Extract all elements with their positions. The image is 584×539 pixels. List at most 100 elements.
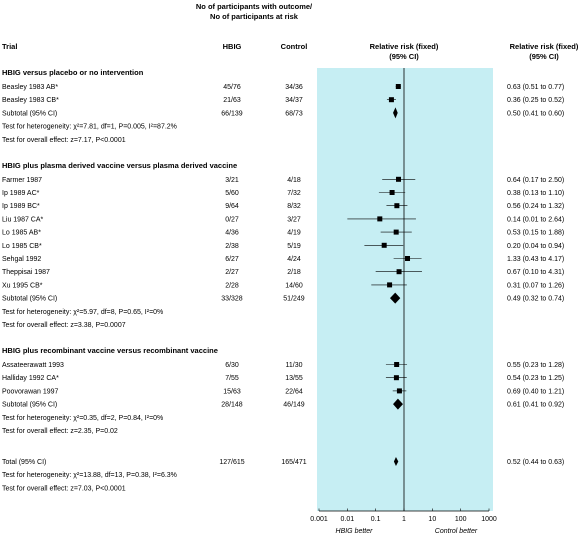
hbig-events: 0/27 — [225, 216, 239, 223]
point-estimate-square — [396, 176, 402, 182]
control-events: 7/32 — [287, 190, 301, 197]
relative-risk-value: 0.64 (0.17 to 2.50) — [507, 177, 564, 184]
header-hbig: HBIG — [223, 42, 242, 51]
trial-name: Theppisai 1987 — [2, 269, 50, 276]
hbig-events: 4/36 — [225, 230, 239, 237]
hbig-events: 6/30 — [225, 362, 239, 369]
hbig-events: 33/328 — [221, 296, 243, 303]
relative-risk-value: 0.54 (0.23 to 1.25) — [507, 375, 564, 382]
subtotal-row: Subtotal (95% CI) 33/328 51/249 0.49 (0.32 … — [2, 296, 564, 303]
trial-name: Lo 1985 CB* — [2, 243, 42, 250]
relative-risk-value: 0.31 (0.07 to 1.26) — [507, 282, 564, 289]
heterogeneity-test: Test for heterogeneity: χ²=0.35, df=2, P… — [2, 415, 163, 422]
study-row: Theppisai 1987 2/27 2/18 0.67 (0.10 to 4.31… — [2, 269, 564, 276]
x-axis-tick-label: 1000 — [481, 516, 497, 523]
point-estimate-square — [389, 190, 395, 195]
trial-name: Halliday 1992 CA* — [2, 375, 59, 382]
control-events: 46/149 — [283, 402, 305, 409]
control-events: 14/60 — [285, 282, 303, 289]
hbig-events: 6/27 — [225, 256, 239, 263]
hbig-events: 45/76 — [223, 84, 241, 91]
trial-name: Lo 1985 AB* — [2, 230, 41, 237]
study-row: Liu 1987 CA* 0/27 3/27 0.14 (0.01 to 2.64) — [2, 216, 564, 223]
point-estimate-square — [393, 375, 399, 381]
point-estimate-square — [388, 97, 394, 103]
control-events: 11/30 — [286, 362, 303, 369]
header-rr-text-ci: (95% CI) — [529, 52, 559, 61]
subtotal-row: Subtotal (95% CI) 28/148 46/149 0.61 (0.41 … — [2, 402, 564, 409]
header-participants-line1: No of participants with outcome/ — [196, 2, 313, 11]
hbig-events: 9/64 — [225, 203, 239, 210]
relative-risk-value: 1.33 (0.43 to 4.17) — [507, 256, 564, 263]
subtotal-row: Subtotal (95% CI) 66/139 68/73 0.50 (0.41 t… — [2, 110, 564, 117]
subtotal-diamond — [393, 398, 403, 410]
total-overall-effect-test: Test for overall effect: z=7.03, P<0.000… — [2, 485, 126, 492]
relative-risk-value: 0.49 (0.32 to 0.74) — [507, 296, 564, 303]
relative-risk-value: 0.20 (0.04 to 0.94) — [507, 243, 564, 250]
control-events: 34/36 — [285, 84, 303, 91]
heterogeneity-test: Test for heterogeneity: χ²=7.81, df=1, P… — [2, 124, 177, 131]
plot-background — [317, 68, 493, 511]
point-estimate-square — [396, 269, 402, 275]
control-events: 22/64 — [285, 388, 303, 395]
relative-risk-value: 0.50 (0.41 to 0.60) — [507, 110, 564, 117]
control-events: 165/471 — [281, 459, 306, 466]
hbig-events: 28/148 — [221, 402, 243, 409]
trial-name: Liu 1987 CA* — [2, 216, 44, 223]
relative-risk-value: 0.53 (0.15 to 1.88) — [507, 230, 564, 237]
control-events: 2/18 — [287, 269, 301, 276]
study-row: Xu 1995 CB* 2/28 14/60 0.31 (0.07 to 1.26) — [2, 282, 564, 289]
point-estimate-square — [395, 84, 401, 89]
subtotal-diamond — [393, 107, 398, 119]
control-events: 34/37 — [285, 97, 303, 104]
relative-risk-value: 0.69 (0.40 to 1.21) — [507, 388, 564, 395]
overall-effect-test: Test for overall effect: z=7.17, P<0.000… — [2, 137, 126, 144]
header-participants-line2: No of participants at risk — [210, 12, 299, 21]
control-events: 4/19 — [287, 230, 301, 237]
study-row: Halliday 1992 CA* 7/55 13/55 0.54 (0.23 to … — [2, 375, 564, 382]
point-estimate-square — [394, 203, 400, 209]
x-axis-tick-label: 0.001 — [310, 516, 328, 523]
relative-risk-value: 0.38 (0.13 to 1.10) — [507, 190, 564, 197]
study-row: Assateerawatt 1993 6/30 11/30 0.55 (0.23 to… — [2, 362, 564, 369]
relative-risk-value: 0.14 (0.01 to 2.64) — [507, 216, 564, 223]
point-estimate-square — [396, 388, 402, 394]
subtotal-diamond — [389, 292, 401, 304]
point-estimate-square — [381, 242, 387, 248]
trial-name: Subtotal (95% CI) — [2, 402, 57, 409]
x-axis-tick-label: 10 — [428, 516, 436, 523]
relative-risk-value: 0.63 (0.51 to 0.77) — [507, 84, 564, 91]
trial-name: Subtotal (95% CI) — [2, 110, 57, 117]
point-estimate-square — [393, 229, 399, 235]
hbig-events: 5/60 — [225, 190, 239, 197]
study-row: Ip 1989 AC* 5/60 7/32 0.38 (0.13 to 1.10) — [2, 190, 564, 197]
hbig-events: 7/55 — [225, 375, 239, 382]
section-title: HBIG versus placebo or no intervention — [2, 68, 144, 77]
hbig-events: 2/27 — [225, 269, 239, 276]
relative-risk-value: 0.56 (0.24 to 1.32) — [507, 203, 564, 210]
control-events: 5/19 — [287, 243, 301, 250]
hbig-events: 3/21 — [225, 177, 239, 184]
header-rr-plot-label: Relative risk (fixed) — [370, 42, 439, 51]
overall-effect-test: Test for overall effect: z=3.38, P=0.000… — [2, 322, 126, 329]
trial-name: Total (95% CI) — [2, 459, 46, 466]
total-heterogeneity-test: Test for heterogeneity: χ²=13.88, df=13,… — [2, 472, 177, 479]
header-rr-text-label: Relative risk (fixed) — [510, 42, 579, 51]
header-trial: Trial — [2, 42, 17, 51]
hbig-events: 15/63 — [223, 388, 241, 395]
x-axis-tick-label: 100 — [455, 516, 467, 523]
trial-name: Ip 1989 AC* — [2, 190, 40, 197]
section-title: HBIG plus plasma derived vaccine versus … — [2, 161, 237, 170]
point-estimate-square — [394, 362, 400, 367]
total-row: Total (95% CI) 127/615 165/471 0.52 (0.44 t… — [2, 459, 564, 466]
study-row: Lo 1985 CB* 2/38 5/19 0.20 (0.04 to 0.94) — [2, 243, 564, 250]
trial-name: Xu 1995 CB* — [2, 282, 43, 289]
trial-name: Beasley 1983 CB* — [2, 97, 59, 104]
x-axis-tick-label: 0.1 — [371, 516, 381, 523]
header-rr-plot-ci: (95% CI) — [389, 52, 419, 61]
hbig-events: 127/615 — [219, 459, 244, 466]
hbig-events: 66/139 — [221, 110, 243, 117]
x-axis-tick-label: 1 — [402, 516, 406, 523]
relative-risk-value: 0.55 (0.23 to 1.28) — [507, 362, 564, 369]
total-diamond — [393, 457, 399, 466]
